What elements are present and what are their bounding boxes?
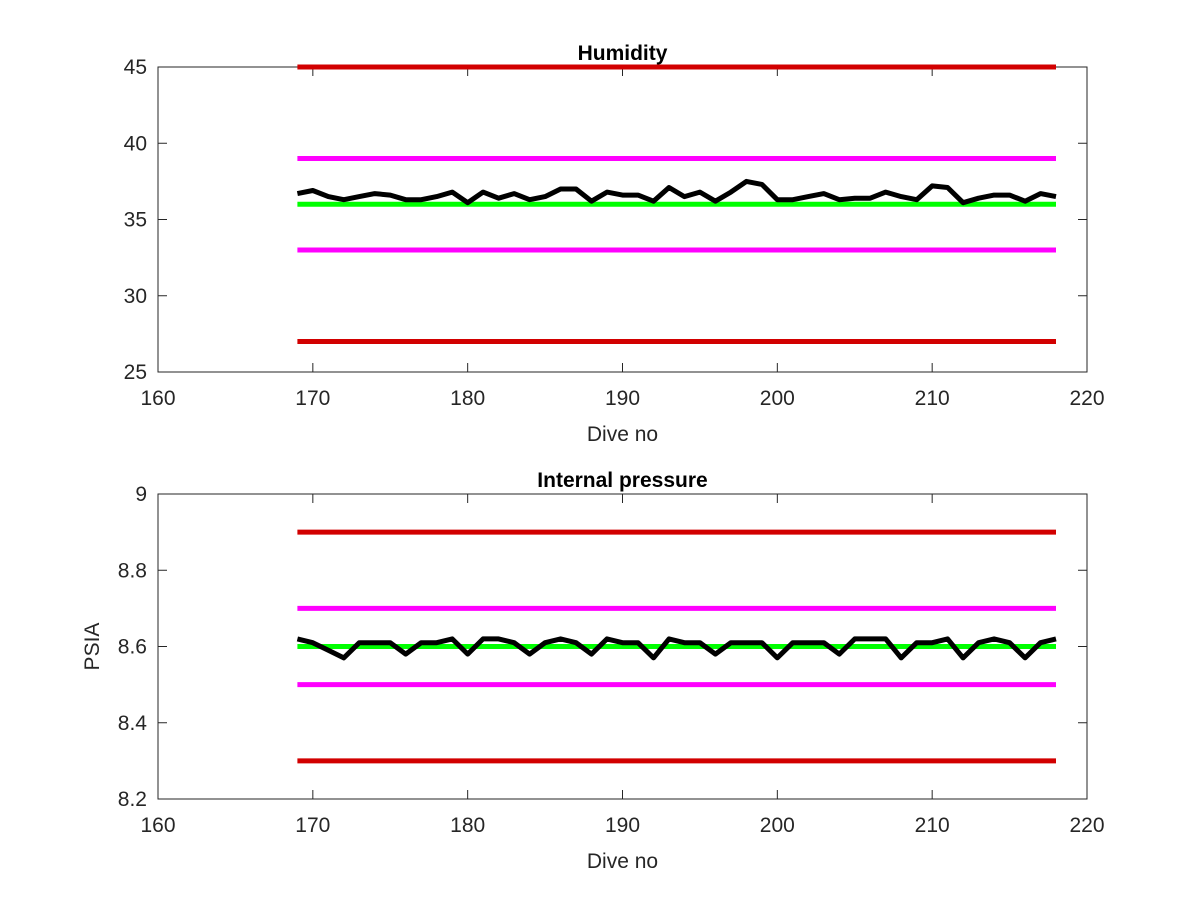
y-tick-label: 8.4 <box>118 712 148 735</box>
y-tick-label: 35 <box>124 209 147 232</box>
x-tick-label: 160 <box>140 387 175 410</box>
x-tick-label: 190 <box>605 387 640 410</box>
y-tick-label: 25 <box>124 361 147 384</box>
x-axis-label: Dive no <box>587 850 658 873</box>
humidity-chart: 160 170 180 190 200 210 220 25 30 35 40 45 Humidity D… <box>124 42 1105 446</box>
y-tick-label: 9 <box>135 483 147 506</box>
x-tick-label: 220 <box>1069 387 1104 410</box>
internal-pressure-chart: 160 170 180 190 200 210 220 8.2 8.4 8.6 8.8 9 Intern… <box>81 469 1105 873</box>
y-tick-label: 40 <box>124 132 147 155</box>
x-tick-label: 210 <box>915 814 950 837</box>
y-tick-label: 8.8 <box>118 559 147 582</box>
x-tick-label: 180 <box>450 814 485 837</box>
x-tick-label: 210 <box>915 387 950 410</box>
y-tick-label: 8.2 <box>118 788 147 811</box>
chart-title: Humidity <box>578 42 668 65</box>
x-tick-label: 170 <box>295 387 330 410</box>
x-tick-label: 200 <box>760 814 795 837</box>
series-line-5 <box>296 178 1057 206</box>
y-axis-label: PSIA <box>81 623 104 671</box>
series-line-5 <box>296 636 1057 661</box>
x-tick-label: 160 <box>140 814 175 837</box>
x-axis-label: Dive no <box>587 423 658 446</box>
x-tick-label: 220 <box>1069 814 1104 837</box>
x-tick-label: 180 <box>450 387 485 410</box>
y-tick-label: 45 <box>124 56 147 79</box>
x-tick-label: 190 <box>605 814 640 837</box>
y-tick-label: 8.6 <box>118 636 147 659</box>
y-tick-label: 30 <box>124 285 147 308</box>
chart-title: Internal pressure <box>537 469 707 492</box>
x-tick-label: 170 <box>295 814 330 837</box>
x-tick-label: 200 <box>760 387 795 410</box>
